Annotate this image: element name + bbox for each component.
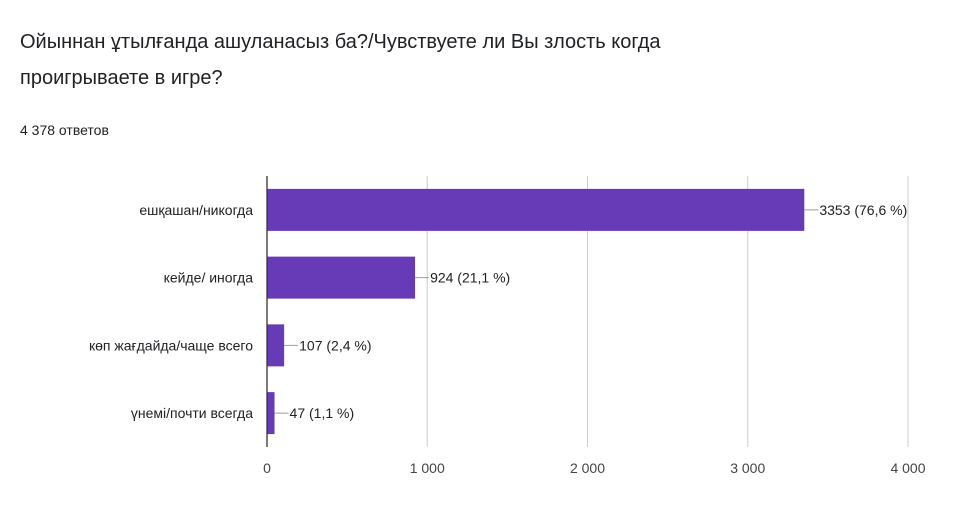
x-tick-label: 2 000 [570,460,605,476]
response-count: 4 378 ответов [20,122,109,138]
data-label: 107 (2,4 %) [299,337,371,353]
data-label: 3353 (76,6 %) [819,202,907,218]
bar [267,392,275,435]
data-label: 924 (21,1 %) [430,270,510,286]
x-tick-label: 0 [263,460,271,476]
category-label: кейде/ иногда [164,270,254,286]
category-label: ешқашан/никогда [139,202,253,218]
bar [267,256,416,299]
question-title: Ойыннан ұтылғанда ашуланасыз ба?/Чувству… [20,31,661,89]
x-tick-label: 4 000 [890,460,925,476]
category-label: үнемі/почти всегда [131,405,253,421]
x-tick-label: 1 000 [410,460,445,476]
x-tick-label: 3 000 [730,460,765,476]
data-label: 47 (1,1 %) [290,405,355,421]
bar [267,188,805,231]
bar [267,324,285,367]
category-label: көп жағдайда/чаще всего [89,337,253,353]
